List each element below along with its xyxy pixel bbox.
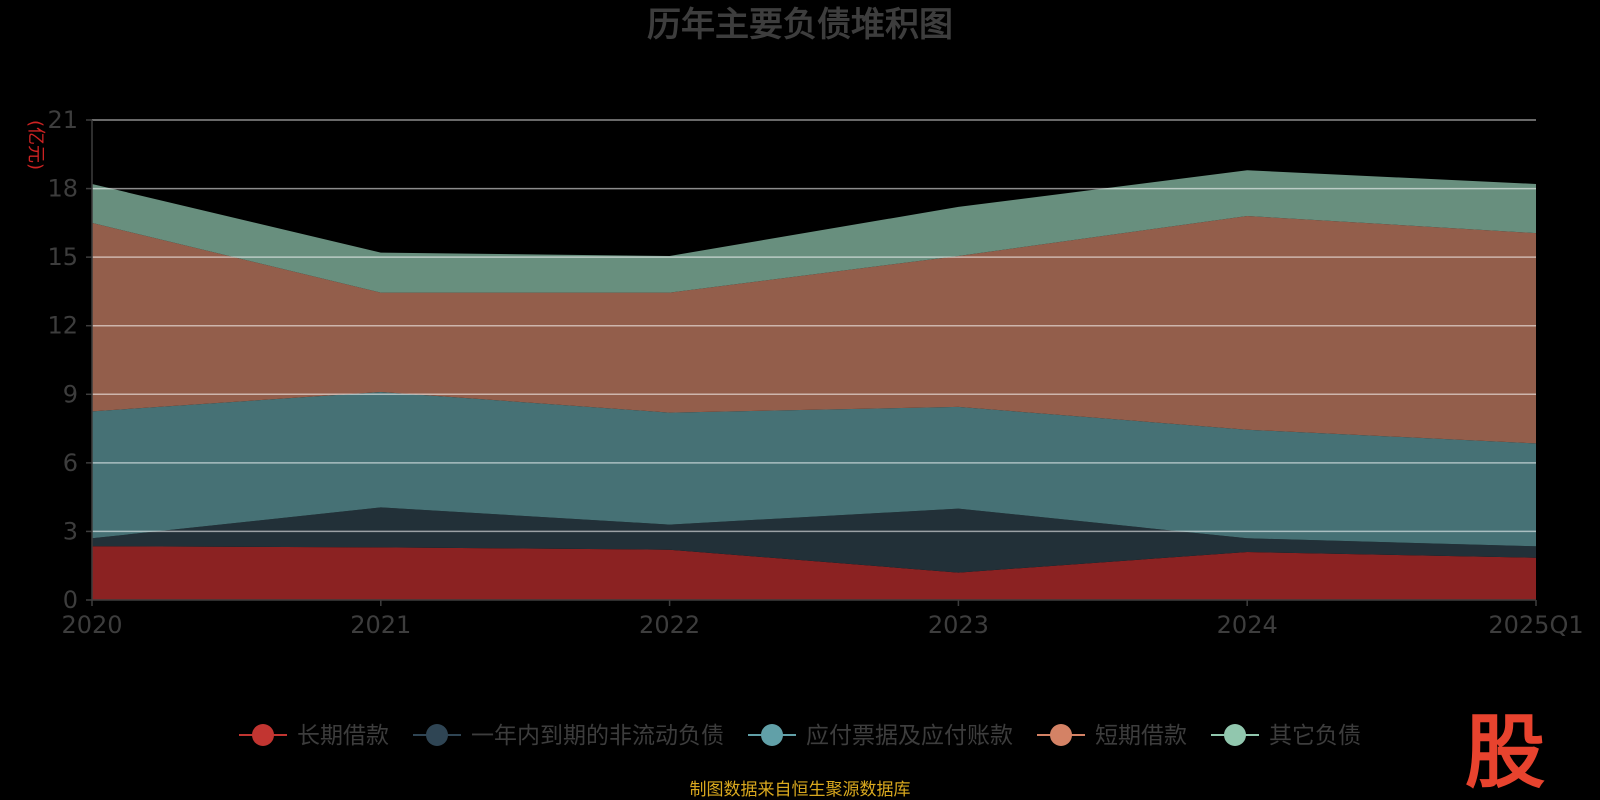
x-tick-label: 2024 (1217, 611, 1278, 639)
y-tick-label: 21 (47, 106, 78, 134)
y-tick-label: 18 (47, 175, 78, 203)
y-tick-label: 12 (47, 312, 78, 340)
area-series-2 (92, 392, 1536, 547)
legend-marker (426, 724, 448, 746)
grid-lines (92, 119, 1536, 533)
x-tick-label: 2025Q1 (1488, 611, 1583, 639)
x-tick-label: 2021 (350, 611, 411, 639)
area-series-1 (92, 507, 1536, 573)
y-tick-label: 15 (47, 243, 78, 271)
x-tick-label: 2023 (928, 611, 989, 639)
y-tick-label: 6 (63, 449, 78, 477)
legend-marker (252, 724, 274, 746)
legend-label: 其它负债 (1269, 723, 1361, 749)
legend-marker (1224, 724, 1246, 746)
y-tick-label: 0 (63, 586, 78, 614)
legend-item-3[interactable]: 短期借款 (1037, 723, 1187, 749)
series-areas (92, 170, 1536, 600)
legend-label: 应付票据及应付账款 (806, 723, 1013, 749)
legend-item-1[interactable]: 一年内到期的非流动负债 (413, 723, 724, 749)
legend[interactable]: 长期借款 一年内到期的非流动负债 应付票据及应付账款 短期借款 其它负债 (239, 723, 1361, 749)
source-note: 制图数据来自恒生聚源数据库 (690, 780, 911, 800)
x-tick-labels: 2020 2021 2022 2023 2024 2025Q1 (61, 611, 1583, 639)
x-tick-label: 2020 (61, 611, 122, 639)
logo-mark: 股 (1465, 705, 1545, 799)
x-tick-label: 2022 (639, 611, 700, 639)
area-series-4 (92, 170, 1536, 293)
y-tick-label: 3 (63, 517, 78, 545)
legend-label: 一年内到期的非流动负债 (471, 723, 724, 749)
legend-item-0[interactable]: 长期借款 (239, 723, 389, 749)
y-tick-label: 9 (63, 380, 78, 408)
legend-item-4[interactable]: 其它负债 (1211, 723, 1361, 749)
area-series-3 (92, 216, 1536, 444)
y-axis-unit-label: (亿元) (25, 120, 46, 170)
chart-title: 历年主要负债堆积图 (647, 5, 953, 45)
legend-item-2[interactable]: 应付票据及应付账款 (748, 723, 1013, 749)
legend-marker (761, 724, 783, 746)
legend-marker (1050, 724, 1072, 746)
y-tick-labels: 0 3 6 9 12 15 18 21 (47, 106, 78, 614)
area-series-0 (92, 546, 1536, 600)
legend-label: 短期借款 (1095, 723, 1187, 749)
axes (86, 119, 1537, 606)
legend-label: 长期借款 (297, 723, 389, 749)
